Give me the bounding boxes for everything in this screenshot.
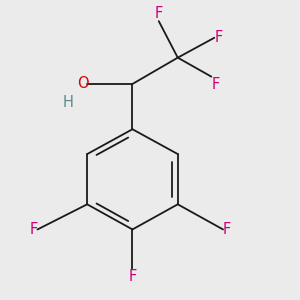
Text: F: F — [212, 76, 220, 92]
Text: F: F — [128, 269, 136, 284]
Text: O: O — [77, 76, 88, 92]
Text: H: H — [63, 94, 74, 110]
Text: F: F — [214, 30, 223, 45]
Text: F: F — [154, 6, 163, 21]
Text: F: F — [29, 222, 38, 237]
Text: F: F — [223, 222, 231, 237]
